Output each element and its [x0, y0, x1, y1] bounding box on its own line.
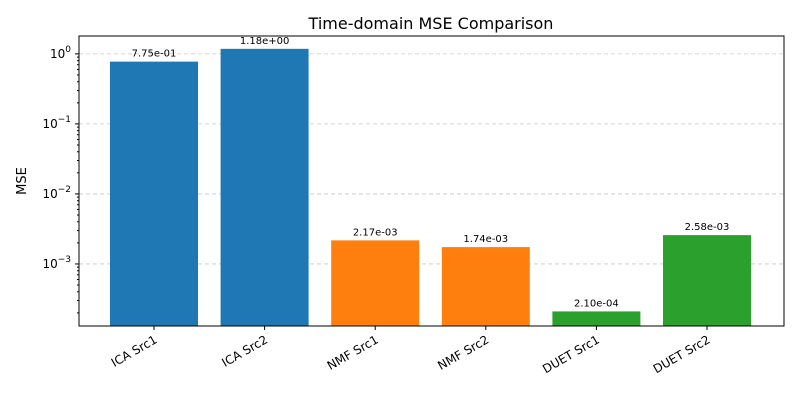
bar-value-label: 2.58e-03 [685, 222, 730, 233]
bar-nmf-src1 [331, 240, 420, 326]
plot-frame [78, 35, 785, 327]
y-axis-label: MSE [15, 167, 30, 195]
bar-value-label: 1.18e+00 [240, 36, 290, 47]
x-tick-label: DUET Src1 [540, 332, 602, 376]
chart-title: Time-domain MSE Comparison [308, 14, 554, 33]
x-tick-label: DUET Src2 [651, 332, 713, 376]
bar-nmf-src2 [441, 247, 530, 326]
x-tick-label: NMF Src2 [435, 332, 491, 372]
bar-ica-src1 [110, 61, 198, 326]
y-tick-label: 10−2 [42, 185, 71, 201]
y-axis: 100 10−1 10−2 10−3 [42, 45, 79, 314]
x-tick-label: ICA Src2 [219, 332, 270, 369]
bar-duet-src2 [663, 235, 751, 326]
bar-duet-src1 [552, 311, 641, 326]
bar-value-label: 1.74e-03 [463, 234, 508, 245]
y-tick-label: 100 [50, 45, 71, 61]
x-tick-label: ICA Src1 [109, 332, 160, 369]
y-tick-label: 10−1 [42, 115, 71, 131]
x-tick-label: NMF Src1 [325, 332, 381, 372]
bar-ica-src2 [220, 48, 309, 326]
bar-value-label: 2.10e-04 [574, 298, 619, 309]
bar-value-label: 2.17e-03 [353, 227, 398, 238]
bars-layer [110, 48, 751, 326]
x-axis: ICA Src1 ICA Src2 NMF Src1 NMF Src2 DUET Src… [109, 326, 713, 376]
data-labels-layer: 7.75e-01 1.18e+00 2.17e-03 1.74e-03 2.10e-04… [132, 36, 730, 310]
bar-value-label: 7.75e-01 [132, 49, 177, 60]
y-tick-label: 10−3 [42, 255, 71, 271]
grid-layer [79, 53, 784, 265]
